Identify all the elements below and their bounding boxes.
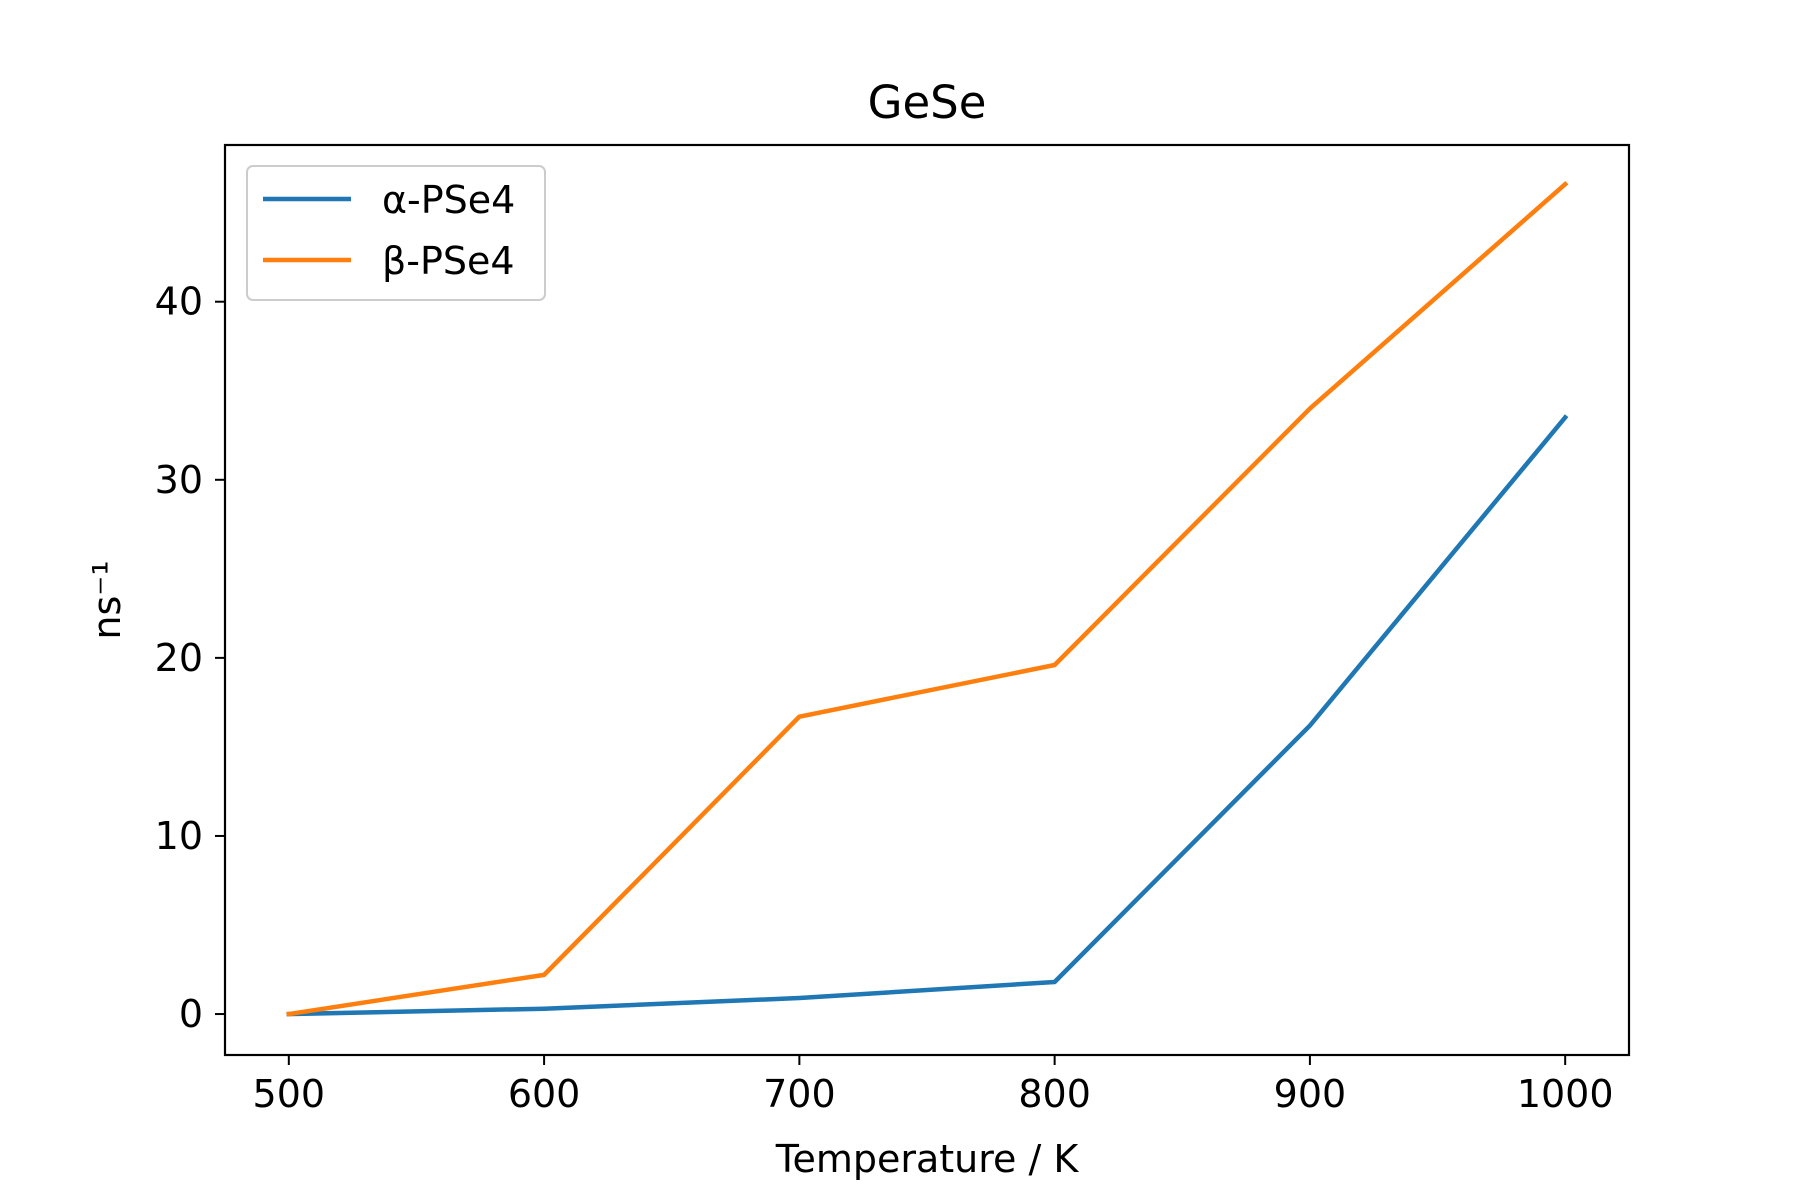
x-axis-label: Temperature / K [775,1137,1080,1181]
y-tick-label: 10 [155,814,203,858]
x-tick-label: 800 [1018,1072,1091,1116]
y-tick-label: 30 [155,458,203,502]
x-tick-label: 1000 [1517,1072,1614,1116]
series-layer [286,181,1569,1017]
y-axis-ticks: 0 10 20 30 40 [155,280,225,1036]
x-tick-label: 600 [508,1072,581,1116]
chart-title: GeSe [868,76,987,129]
y-tick-label: 20 [155,636,203,680]
legend-label-beta: β-PSe4 [382,239,515,283]
series-line-beta [286,181,1569,1017]
series-line-alpha [286,414,1569,1017]
plot-frame [223,143,1631,1057]
x-tick-label: 500 [253,1072,326,1116]
x-tick-label: 700 [763,1072,836,1116]
y-axis-label: ns⁻¹ [85,560,129,639]
x-axis-ticks: 500 600 700 800 900 1000 [253,1055,1614,1116]
x-tick-label: 900 [1274,1072,1347,1116]
y-tick-label: 0 [179,992,203,1036]
y-tick-label: 40 [155,280,203,324]
legend: α-PSe4 β-PSe4 [246,165,546,301]
legend-label-alpha: α-PSe4 [382,178,515,222]
